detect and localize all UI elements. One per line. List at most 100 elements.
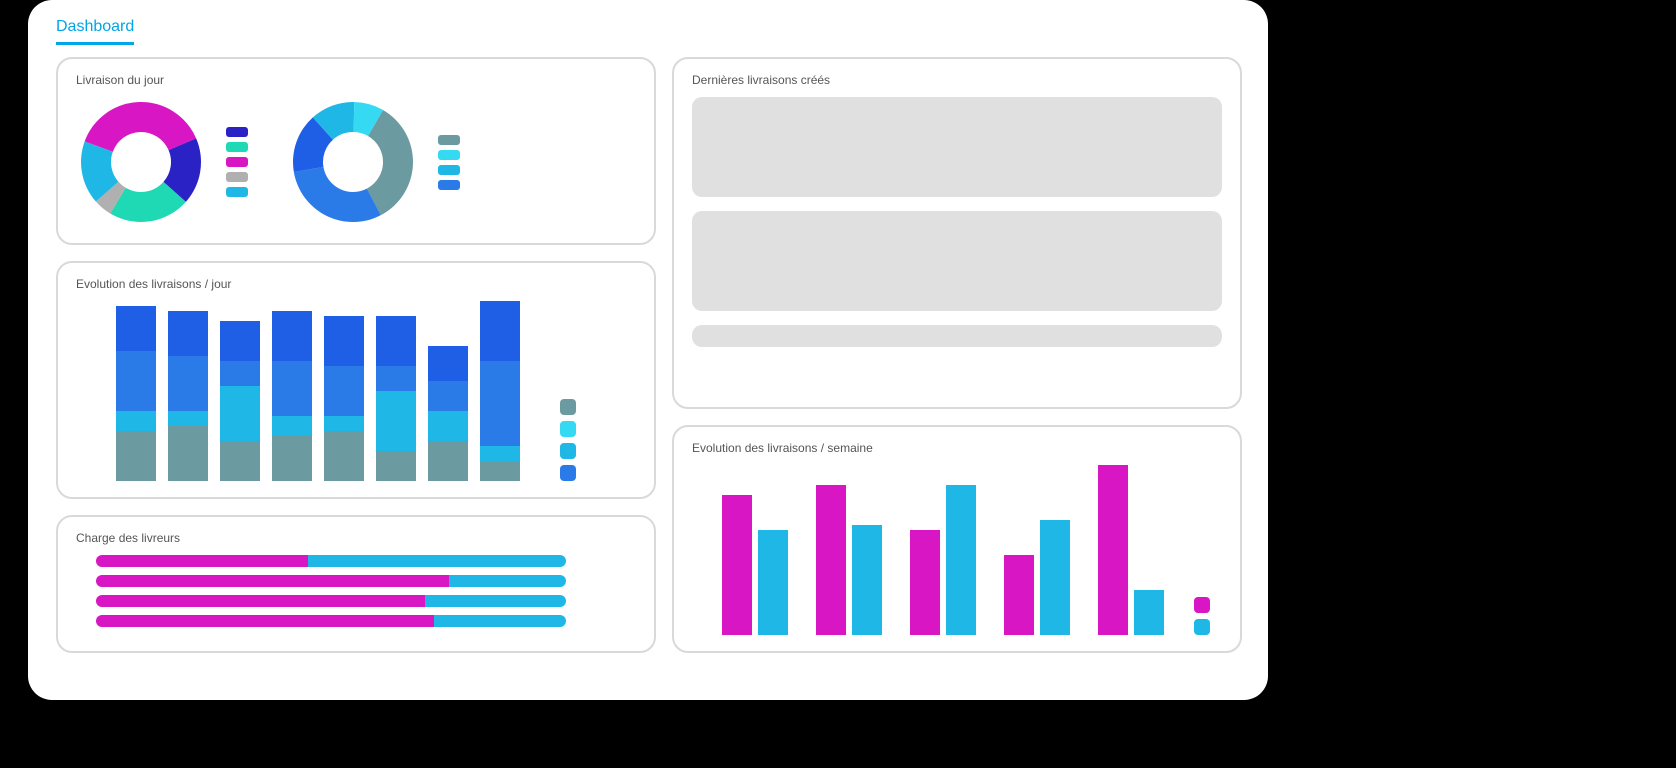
bar-pair <box>1004 520 1070 635</box>
bar-segment <box>480 446 520 461</box>
stacked-bar <box>428 346 468 481</box>
bar-segment <box>116 351 156 411</box>
bar-segment <box>324 431 364 481</box>
charge-rows <box>96 555 636 627</box>
livraison-placeholder <box>692 211 1222 311</box>
bar-segment <box>272 436 312 481</box>
bar-segment <box>168 411 208 426</box>
bar-segment <box>116 411 156 431</box>
bar-segment <box>220 361 260 386</box>
bar-a <box>1098 465 1128 635</box>
legend-swatch <box>438 150 460 160</box>
legend-swatch <box>226 172 248 182</box>
left-column: Livraison du jour Evolution des livraiso… <box>56 57 656 653</box>
card-evolution-jour: Evolution des livraisons / jour <box>56 261 656 499</box>
dashboard-page: Dashboard Livraison du jour <box>28 0 1268 700</box>
bar-a <box>1004 555 1034 635</box>
bar-segment <box>168 356 208 411</box>
card-evolution-semaine: Evolution des livraisons / semaine <box>672 425 1242 653</box>
charge-seg-b <box>308 555 567 567</box>
livraison-placeholder <box>692 325 1222 347</box>
charge-seg-b <box>449 575 567 587</box>
card-livraison-jour: Livraison du jour <box>56 57 656 245</box>
legend-swatch <box>438 135 460 145</box>
right-column: Dernières livraisons créés Evolution des… <box>672 57 1242 653</box>
stacked-bar <box>376 316 416 481</box>
donut-unit-1 <box>76 97 248 227</box>
charge-seg-a <box>96 595 425 607</box>
charge-bar <box>96 555 566 567</box>
bar-segment <box>116 431 156 481</box>
legend-swatch <box>560 399 576 415</box>
card-title: Livraison du jour <box>76 73 636 87</box>
bar-segment <box>168 426 208 481</box>
card-title: Charge des livreurs <box>76 531 636 545</box>
bar-segment <box>220 321 260 361</box>
charge-bar <box>96 615 566 627</box>
charge-seg-b <box>434 615 566 627</box>
legend-swatch <box>226 127 248 137</box>
dashboard-grid: Livraison du jour Evolution des livraiso… <box>56 57 1240 653</box>
bar-segment <box>272 311 312 361</box>
bar-segment <box>324 316 364 366</box>
legend-swatch <box>226 187 248 197</box>
donut-chart-1 <box>76 97 206 227</box>
bar-segment <box>376 391 416 451</box>
legend-swatch <box>438 180 460 190</box>
donut-2-legend <box>438 135 460 190</box>
bar-segment <box>220 386 260 441</box>
charge-bar <box>96 575 566 587</box>
stacked-bar <box>116 306 156 481</box>
legend-swatch <box>560 421 576 437</box>
card-title: Evolution des livraisons / jour <box>76 277 636 291</box>
card-title: Dernières livraisons créés <box>692 73 1222 87</box>
charge-seg-b <box>425 595 566 607</box>
bar-pair <box>722 495 788 635</box>
bar-segment <box>376 366 416 391</box>
bar-segment <box>428 441 468 481</box>
legend-swatch <box>226 142 248 152</box>
bar-segment <box>168 311 208 356</box>
donut-chart-2 <box>288 97 418 227</box>
stacked-bar <box>168 311 208 481</box>
legend-swatch <box>438 165 460 175</box>
stacked-bar <box>272 311 312 481</box>
bar-segment <box>480 301 520 361</box>
stacked-bar <box>480 301 520 481</box>
bar-a <box>722 495 752 635</box>
bar-a <box>816 485 846 635</box>
bar-segment <box>220 441 260 481</box>
charge-seg-a <box>96 555 308 567</box>
grouped-bars <box>722 465 1164 635</box>
bar-b <box>1040 520 1070 635</box>
bar-pair <box>910 485 976 635</box>
bar-b <box>852 525 882 635</box>
donut-1-legend <box>226 127 248 197</box>
card-charge: Charge des livreurs <box>56 515 656 653</box>
bar-segment <box>376 316 416 366</box>
charge-bar <box>96 595 566 607</box>
bar-b <box>1134 590 1164 635</box>
grouped-row <box>692 465 1222 635</box>
bar-segment <box>272 416 312 436</box>
placeholder-list <box>692 97 1222 347</box>
donut-slice <box>85 102 197 152</box>
bar-pair <box>816 485 882 635</box>
bar-segment <box>324 416 364 431</box>
bar-segment <box>428 411 468 441</box>
bar-segment <box>428 346 468 381</box>
legend-swatch <box>226 157 248 167</box>
bar-b <box>758 530 788 635</box>
legend-swatch <box>1194 619 1210 635</box>
bar-segment <box>272 361 312 416</box>
tab-dashboard[interactable]: Dashboard <box>56 18 134 45</box>
card-dernieres: Dernières livraisons créés <box>672 57 1242 409</box>
donut-row <box>76 97 636 227</box>
bar-pair <box>1098 465 1164 635</box>
bar-segment <box>428 381 468 411</box>
evolution-semaine-legend <box>1194 597 1210 635</box>
evolution-jour-legend <box>560 399 576 481</box>
donut-unit-2 <box>288 97 460 227</box>
stacked-bar <box>220 321 260 481</box>
bar-segment <box>324 366 364 416</box>
